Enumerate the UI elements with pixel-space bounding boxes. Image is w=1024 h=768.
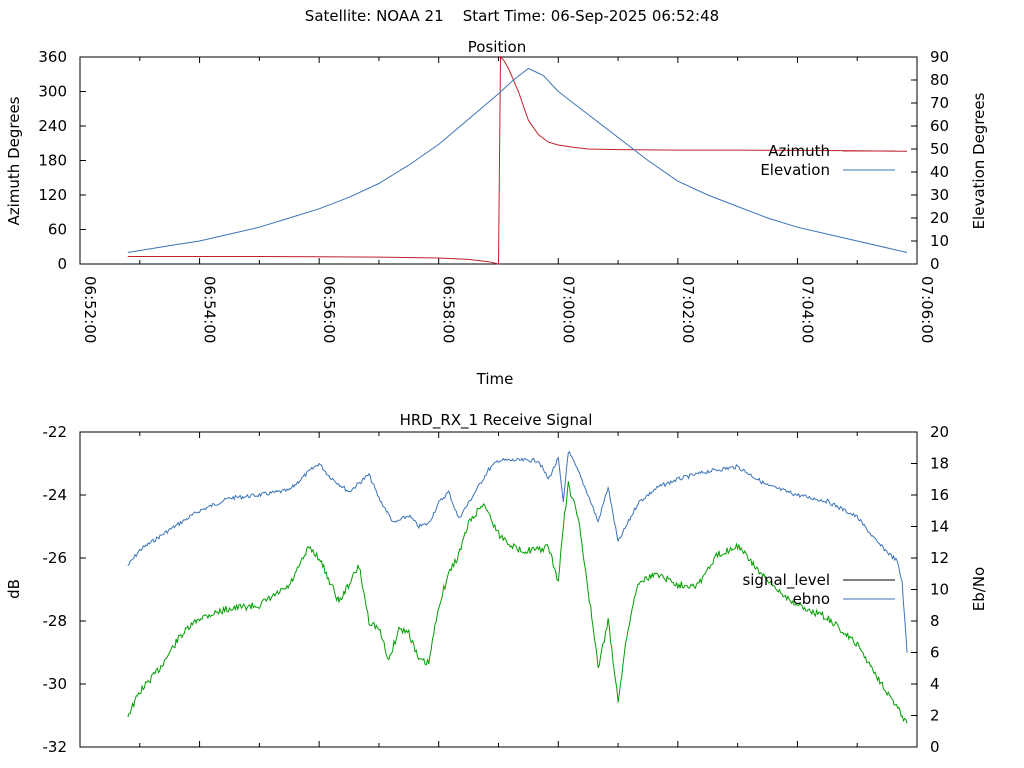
y-tick-label: -22 <box>43 423 68 441</box>
y-tick-label: -26 <box>43 549 68 567</box>
satellite-name: NOAA 21 <box>376 7 444 25</box>
y2-tick-label: 4 <box>930 675 940 693</box>
receive-signal-plot-frame <box>79 431 918 748</box>
x-tick-label: 07:04:00 <box>798 276 816 343</box>
y2-tick-label: 10 <box>930 581 949 599</box>
position-chart-title: Position <box>468 38 526 56</box>
y-tick-label: 240 <box>38 117 67 135</box>
satellite-label: Satellite: <box>304 7 372 25</box>
y2-tick-label: 6 <box>930 644 940 662</box>
y-tick-label: 120 <box>38 186 67 204</box>
y-tick-label: -32 <box>43 738 68 756</box>
x-tick-label: 07:00:00 <box>559 276 577 343</box>
y2-tick-label: 12 <box>930 549 949 567</box>
y2-tick-label: 16 <box>930 486 949 504</box>
elevation-axis-label: Elevation Degrees <box>970 92 988 229</box>
db-axis-label: dB <box>5 579 23 599</box>
legend-signal-level-label: signal_level <box>742 571 830 590</box>
y-tick-label: 60 <box>48 221 67 239</box>
legend-ebno-label: ebno <box>793 590 830 608</box>
y2-tick-label: 40 <box>930 163 949 181</box>
x-tick-label: 06:54:00 <box>201 276 219 343</box>
y-tick-label: 180 <box>38 152 67 170</box>
y2-tick-label: 8 <box>930 612 940 630</box>
ebno-axis-label: Eb/No <box>970 567 988 611</box>
y2-tick-label: 20 <box>930 423 949 441</box>
y2-tick-label: 50 <box>930 140 949 158</box>
y-tick-label: -24 <box>43 486 68 504</box>
receive-signal-chart-title: HRD_RX_1 Receive Signal <box>400 411 593 430</box>
y2-tick-label: 60 <box>930 117 949 135</box>
x-tick-label: 06:52:00 <box>81 276 99 343</box>
receive-signal-legend: signal_level ebno <box>742 571 895 608</box>
y2-tick-label: 30 <box>930 186 949 204</box>
x-tick-label: 06:56:00 <box>320 276 338 343</box>
y2-tick-label: 90 <box>930 48 949 66</box>
y2-tick-label: 2 <box>930 707 940 725</box>
y-tick-label: -28 <box>43 612 68 630</box>
y-tick-label: 300 <box>38 83 67 101</box>
y2-tick-label: 80 <box>930 71 949 89</box>
signal-level-green-series-line <box>127 481 908 724</box>
x-tick-label: 07:02:00 <box>679 276 697 343</box>
start-time-label: Start Time: <box>462 7 546 25</box>
y2-tick-label: 0 <box>930 738 940 756</box>
y2-tick-label: 14 <box>930 518 949 536</box>
y-tick-label: -30 <box>43 675 68 693</box>
legend-azimuth-label: Azimuth <box>768 142 830 160</box>
y2-tick-label: 10 <box>930 232 949 250</box>
y2-tick-label: 18 <box>930 455 949 473</box>
start-time-value: 06-Sep-2025 06:52:48 <box>550 7 720 25</box>
y-tick-label: 360 <box>38 48 67 66</box>
legend-elevation-label: Elevation <box>760 161 830 179</box>
x-tick-label: 07:06:00 <box>918 276 936 343</box>
y2-tick-label: 70 <box>930 94 949 112</box>
position-chart: Position 0 60 120 180 240 300 360 0 10 20 30 40 50 60… <box>5 38 988 388</box>
ebno-series-line <box>127 450 908 653</box>
azimuth-axis-label: Azimuth Degrees <box>5 96 23 225</box>
elevation-series-line <box>127 67 908 253</box>
y-tick-label: 0 <box>57 255 67 273</box>
x-tick-label: 06:58:00 <box>440 276 458 343</box>
y2-tick-label: 0 <box>930 255 940 273</box>
time-axis-label: Time <box>476 370 514 388</box>
chart-header: Satellite: NOAA 21 Start Time: 06-Sep-20… <box>0 7 1024 25</box>
y2-tick-label: 20 <box>930 209 949 227</box>
position-legend: Azimuth Elevation <box>760 142 895 179</box>
